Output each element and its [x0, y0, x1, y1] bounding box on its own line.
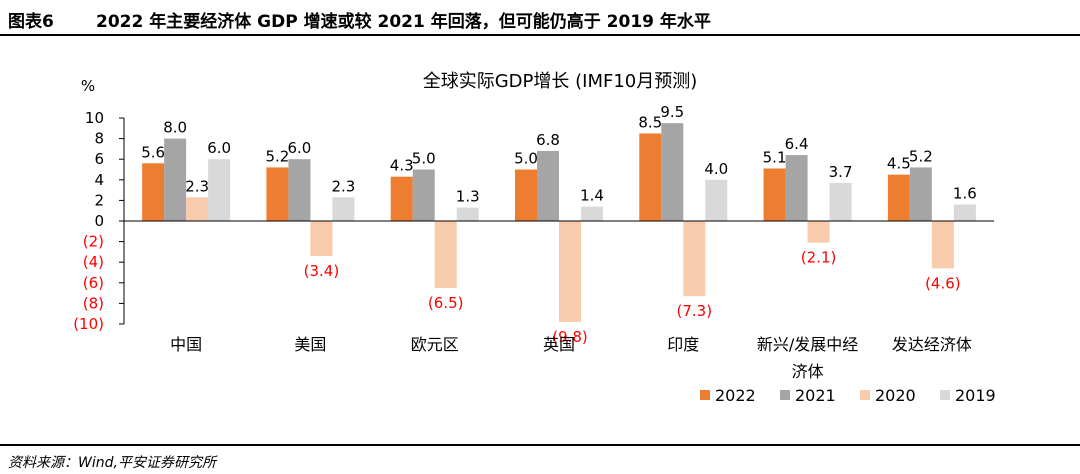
- data-label: 8.0: [163, 119, 187, 137]
- data-label: 1.4: [580, 187, 604, 205]
- bar-2021: [288, 159, 311, 221]
- data-label: 6.0: [207, 139, 231, 157]
- legend-swatch-2020: [860, 390, 870, 400]
- bar-2020: [186, 197, 209, 221]
- y-tick-label: (2): [83, 233, 104, 251]
- legend-label: 2021: [795, 386, 836, 405]
- bar-2020: [807, 221, 830, 243]
- data-label: (2.1): [801, 249, 837, 267]
- bar-2019: [581, 206, 603, 221]
- data-label: 4.5: [887, 155, 911, 173]
- bar-2022: [266, 167, 289, 221]
- y-tick-label: (8): [83, 294, 104, 312]
- bar-2021: [661, 123, 684, 221]
- bar-2022: [515, 169, 537, 221]
- x-tick-label: 英国: [543, 335, 575, 354]
- data-label: 4.3: [390, 157, 414, 175]
- bar-2019: [705, 179, 728, 221]
- gdp-growth-chart: 全球实际GDP增长 (IMF10月预测) % 10 8 6 4 2 0 (2) (4) (6) (…: [73, 71, 996, 405]
- data-label: 3.7: [829, 163, 853, 181]
- bar-2020: [434, 221, 457, 288]
- x-tick-label: 发达经济体: [892, 335, 972, 354]
- y-tick-label: 8: [94, 130, 104, 148]
- bar-2019: [332, 197, 355, 221]
- chart-title: 全球实际GDP增长 (IMF10月预测): [423, 71, 698, 92]
- x-tick-label: 欧元区: [411, 335, 459, 354]
- bar-2022: [142, 163, 165, 221]
- y-tick-label: (6): [83, 274, 104, 292]
- figure-title: 2022 年主要经济体 GDP 增速或较 2021 年回落，但可能仍高于 201…: [96, 12, 711, 32]
- bar-2022: [763, 168, 786, 221]
- bar-2019: [953, 204, 976, 221]
- y-axis-unit-label: %: [81, 77, 95, 95]
- bar-2021: [412, 169, 435, 221]
- data-label: (9.8): [552, 328, 588, 346]
- data-label: 5.1: [763, 148, 787, 166]
- data-label: 2.3: [331, 177, 355, 195]
- data-label: (3.4): [304, 262, 340, 280]
- y-tick-label: 0: [94, 212, 104, 230]
- bar-2020: [683, 221, 706, 297]
- legend-label: 2020: [875, 386, 916, 405]
- figure-footer: 资料来源：Wind,平安证券研究所: [0, 444, 1080, 474]
- data-label: 1.3: [456, 188, 480, 206]
- legend-swatch-2019: [940, 390, 950, 400]
- x-tick-label: 新兴/发展中经: [757, 335, 858, 354]
- data-label: 5.0: [412, 150, 436, 168]
- y-tick-label: 10: [85, 109, 104, 127]
- bar-2020: [559, 221, 581, 322]
- legend-label: 2022: [715, 386, 756, 405]
- y-tick-label: 6: [94, 150, 104, 168]
- data-label: 5.2: [909, 147, 933, 165]
- y-tick-label: 2: [94, 191, 104, 209]
- y-tick-label: (10): [73, 315, 104, 333]
- bar-2022: [639, 133, 662, 221]
- y-tick-label: (4): [83, 253, 104, 271]
- figure-label: 图表6: [8, 12, 54, 32]
- data-label: 5.6: [141, 143, 165, 161]
- x-tick-label: 济体: [792, 362, 824, 381]
- legend-label: 2019: [955, 386, 996, 405]
- data-label: (4.6): [925, 274, 961, 292]
- data-label: 2.3: [185, 177, 209, 195]
- data-label: 1.6: [953, 185, 977, 203]
- data-label: 5.2: [265, 147, 289, 165]
- data-label: 6.0: [287, 139, 311, 157]
- data-label: 9.5: [660, 103, 684, 121]
- figure-header: 图表6 2022 年主要经济体 GDP 增速或较 2021 年回落，但可能仍高于…: [0, 0, 1080, 36]
- x-tick-label: 中国: [170, 335, 202, 354]
- bar-2020: [931, 221, 954, 269]
- y-tick-label: 4: [94, 171, 104, 189]
- bar-2019: [829, 182, 852, 221]
- legend-swatch-2022: [700, 390, 710, 400]
- data-label: (7.3): [677, 302, 713, 320]
- plot-area: 10 8 6 4 2 0 (2) (4) (6) (8) (10) 5.6 8.0 2.3 6.0 中国 5.2…: [73, 103, 996, 405]
- source-note: 资料来源：Wind,平安证券研究所: [8, 455, 216, 471]
- bar-2019: [208, 159, 231, 221]
- data-label: 6.4: [785, 135, 809, 153]
- x-tick-label: 印度: [667, 335, 699, 354]
- data-label: 8.5: [638, 113, 662, 131]
- data-label: 4.0: [704, 160, 728, 178]
- bar-2022: [887, 174, 910, 221]
- bar-2019: [456, 207, 479, 221]
- data-label: 6.8: [536, 131, 560, 149]
- x-tick-label: 美国: [294, 335, 326, 354]
- bar-2022: [390, 176, 413, 221]
- bar-2021: [785, 155, 808, 221]
- bar-2021: [909, 167, 932, 221]
- data-label: (6.5): [428, 294, 464, 312]
- bar-2021: [537, 150, 559, 221]
- bar-2020: [310, 221, 333, 257]
- bar-2021: [164, 138, 187, 221]
- legend-swatch-2021: [780, 390, 790, 400]
- data-label: 5.0: [514, 150, 538, 168]
